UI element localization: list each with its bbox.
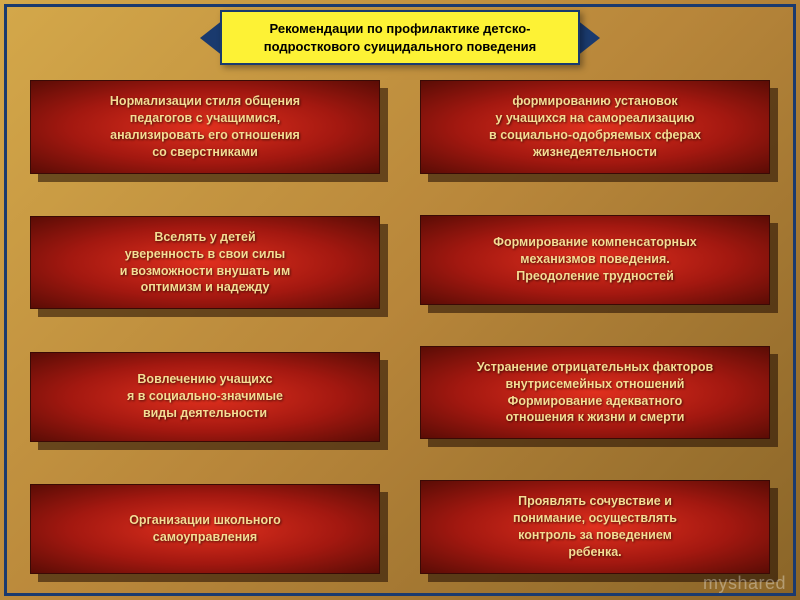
card-text: Устранение отрицательных факторов внутри… xyxy=(477,359,713,427)
card-right-1: Формирование компенсаторных механизмов п… xyxy=(420,215,770,305)
card-body: Вселять у детей уверенность в свои силы … xyxy=(30,216,380,310)
title-box: Рекомендации по профилактике детско-подр… xyxy=(220,10,580,65)
card-text: Организации школьного самоуправления xyxy=(129,512,281,546)
card-body: Вовлечению учащихс я в социально-значимы… xyxy=(30,352,380,442)
card-text: формированию установок у учащихся на сам… xyxy=(489,93,701,161)
card-left-1: Вселять у детей уверенность в свои силы … xyxy=(30,216,380,310)
card-text: Вселять у детей уверенность в свои силы … xyxy=(120,229,290,297)
card-right-2: Устранение отрицательных факторов внутри… xyxy=(420,346,770,440)
card-right-3: Проявлять сочувствие и понимание, осущес… xyxy=(420,480,770,574)
card-text: Вовлечению учащихс я в социально-значимы… xyxy=(127,371,283,422)
card-text: Формирование компенсаторных механизмов п… xyxy=(493,234,696,285)
title-banner: Рекомендации по профилактике детско-подр… xyxy=(200,10,600,65)
card-body: Проявлять сочувствие и понимание, осущес… xyxy=(420,480,770,574)
right-column: формированию установок у учащихся на сам… xyxy=(420,80,770,588)
card-body: Нормализации стиля общения педагогов с у… xyxy=(30,80,380,174)
card-text: Нормализации стиля общения педагогов с у… xyxy=(110,93,300,161)
card-text: Проявлять сочувствие и понимание, осущес… xyxy=(513,493,677,561)
card-body: Организации школьного самоуправления xyxy=(30,484,380,574)
card-left-2: Вовлечению учащихс я в социально-значимы… xyxy=(30,352,380,442)
title-text: Рекомендации по профилактике детско-подр… xyxy=(264,21,537,54)
card-right-0: формированию установок у учащихся на сам… xyxy=(420,80,770,174)
card-body: формированию установок у учащихся на сам… xyxy=(420,80,770,174)
content-columns: Нормализации стиля общения педагогов с у… xyxy=(0,80,800,600)
card-left-3: Организации школьного самоуправления xyxy=(30,484,380,574)
card-body: Устранение отрицательных факторов внутри… xyxy=(420,346,770,440)
card-body: Формирование компенсаторных механизмов п… xyxy=(420,215,770,305)
watermark-text: myshared xyxy=(703,573,786,594)
left-column: Нормализации стиля общения педагогов с у… xyxy=(30,80,380,588)
card-left-0: Нормализации стиля общения педагогов с у… xyxy=(30,80,380,174)
